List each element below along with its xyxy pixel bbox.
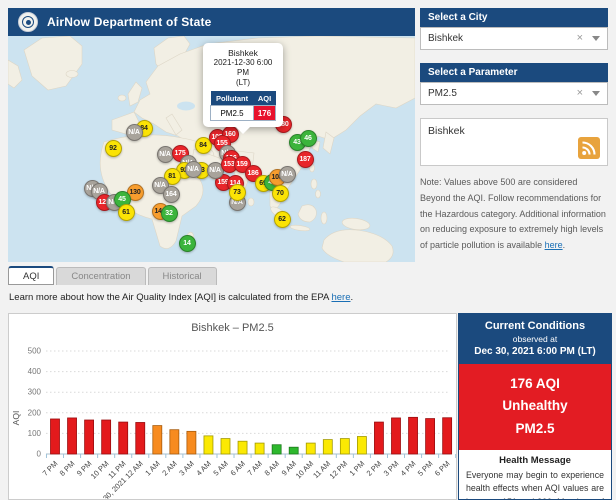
aqi-map-marker[interactable]: 70	[271, 184, 289, 202]
popup-pollutant-value: PM2.5	[209, 105, 255, 121]
svg-text:3 PM: 3 PM	[382, 459, 401, 478]
epa-here-link[interactable]: here	[331, 292, 351, 303]
popup-aqi-value: 176	[253, 105, 276, 121]
svg-text:500: 500	[28, 347, 42, 356]
parameter-caret-down-icon[interactable]	[592, 91, 600, 96]
aqi-map-marker[interactable]: 92	[104, 139, 122, 157]
svg-text:12 PM: 12 PM	[328, 459, 350, 481]
tab-concentration[interactable]: Concentration	[56, 267, 146, 285]
select-city-header: Select a City	[420, 8, 608, 27]
city-select[interactable]: Bishkek ×	[420, 27, 608, 50]
cc-health-message: Health Message Everyone may begin to exp…	[459, 450, 611, 499]
select-parameter-header: Select a Parameter	[420, 63, 608, 82]
city-select-value: Bishkek	[428, 33, 464, 44]
tab-historical[interactable]: Historical	[147, 267, 217, 285]
aqi-map-marker[interactable]: 62	[273, 210, 291, 228]
parameter-clear-icon[interactable]: ×	[576, 87, 583, 99]
aqi-map-marker[interactable]: N/A	[184, 160, 202, 178]
svg-text:4 PM: 4 PM	[399, 459, 418, 478]
aqi-map-marker[interactable]: N/A	[125, 123, 143, 141]
aqi-map-marker[interactable]: 32	[160, 204, 178, 222]
svg-text:10 PM: 10 PM	[89, 459, 111, 481]
city-caret-down-icon[interactable]	[592, 36, 600, 41]
aqi-map-marker[interactable]: 84	[194, 136, 212, 154]
aqi-map-marker[interactable]: 73	[228, 183, 246, 201]
current-conditions-panel: Current Conditions observed at Dec 30, 2…	[458, 313, 612, 500]
popup-datetime: 2021-12-30 6:00 PM	[213, 58, 273, 77]
svg-text:8 AM: 8 AM	[263, 459, 281, 477]
sidebar: Select a City Bishkek × Select a Paramet…	[420, 8, 608, 254]
svg-text:5 AM: 5 AM	[211, 459, 229, 477]
svg-text:400: 400	[28, 367, 42, 376]
svg-text:5 PM: 5 PM	[416, 459, 435, 478]
learn-more-line: Learn more about how the Air Quality Ind…	[9, 292, 354, 303]
app-title: AirNow Department of State	[47, 15, 212, 29]
rss-icon	[582, 141, 596, 155]
popup-table: Pollutant AQI PM2.5 176	[209, 91, 276, 121]
aqi-map-marker[interactable]: 61	[117, 203, 135, 221]
svg-text:2 PM: 2 PM	[365, 459, 384, 478]
svg-text:300: 300	[28, 388, 42, 397]
chart-title: Bishkek – PM2.5	[191, 322, 274, 334]
popup-timezone: (LT)	[235, 78, 251, 87]
aqi-bar-chart[interactable]: 0 100 200 300 400 500 AQI 7 PM 8 PM 9 PM 10 PM 11 P…	[9, 338, 456, 499]
popup-city: Bishkek	[228, 48, 258, 58]
cc-title: Current Conditions	[484, 320, 586, 332]
aqi-map-marker[interactable]: 46	[299, 129, 317, 147]
cc-pollutant: PM2.5	[515, 420, 555, 436]
svg-text:6 PM: 6 PM	[433, 459, 452, 478]
current-conditions-header: Current Conditions observed at Dec 30, 2…	[459, 314, 611, 364]
svg-text:1 AM: 1 AM	[143, 459, 161, 477]
rss-feed-button[interactable]	[578, 137, 600, 159]
note-here-link[interactable]: here	[544, 240, 563, 250]
aqi-map-marker[interactable]: N/A	[156, 145, 174, 163]
tab-bar: AQI Concentration Historical	[8, 266, 217, 285]
health-message-text: Everyone may begin to experience health …	[466, 469, 604, 499]
svg-text:2 AM: 2 AM	[160, 459, 178, 477]
aqi-map-marker[interactable]: 187	[296, 150, 314, 168]
health-message-title: Health Message	[499, 454, 571, 466]
parameter-select-value: PM2.5	[428, 88, 457, 99]
svg-text:1 PM: 1 PM	[348, 459, 367, 478]
aqi-chart-panel: Bishkek – PM2.5 0 100 200 300 400 500 AQI 7 PM 8…	[8, 313, 457, 500]
cc-category: Unhealthy	[502, 398, 568, 414]
city-clear-icon[interactable]: ×	[576, 32, 583, 44]
svg-text:0: 0	[37, 450, 42, 459]
aqi-map-marker[interactable]: N/A	[206, 161, 224, 179]
svg-text:3 AM: 3 AM	[177, 459, 195, 477]
feed-city-label: Bishkek	[428, 125, 465, 137]
svg-text:8 PM: 8 PM	[58, 459, 77, 478]
aqi-map-marker[interactable]: 164	[162, 185, 180, 203]
svg-text:6 AM: 6 AM	[229, 459, 247, 477]
dos-seal-icon	[18, 12, 38, 32]
cc-aqi-summary: 176 AQI Unhealthy PM2.5	[459, 364, 611, 450]
beyond-aqi-note: Note: Values above 500 are considered Be…	[420, 177, 606, 250]
map-popup: Bishkek 2021-12-30 6:00 PM (LT) Pollutan…	[203, 43, 283, 134]
cc-datetime: Dec 30, 2021 6:00 PM (LT)	[474, 346, 596, 357]
popup-pollutant-header: Pollutant	[210, 91, 254, 106]
cc-aqi-value: 176 AQI	[510, 376, 560, 391]
cc-observed-label: observed at	[512, 334, 558, 344]
svg-text:200: 200	[28, 408, 42, 417]
svg-text:10 AM: 10 AM	[294, 459, 315, 480]
popup-aqi-header: AQI	[253, 91, 276, 106]
svg-text:7 PM: 7 PM	[41, 459, 60, 478]
app-header: AirNow Department of State	[8, 8, 415, 36]
aqi-map-marker[interactable]: 14	[178, 234, 196, 252]
parameter-select[interactable]: PM2.5 ×	[420, 82, 608, 105]
feed-box: Bishkek	[420, 118, 608, 166]
svg-text:7 AM: 7 AM	[246, 459, 264, 477]
aqi-map-marker[interactable]: N/A	[278, 165, 296, 183]
svg-text:100: 100	[28, 429, 42, 438]
svg-text:4 AM: 4 AM	[194, 459, 212, 477]
svg-text:AQI: AQI	[11, 411, 21, 426]
world-aqi-map[interactable]: 84N/A92N/A17584N/A9233N/A81N/A164130N/AN…	[8, 36, 415, 262]
tab-aqi[interactable]: AQI	[8, 266, 55, 285]
